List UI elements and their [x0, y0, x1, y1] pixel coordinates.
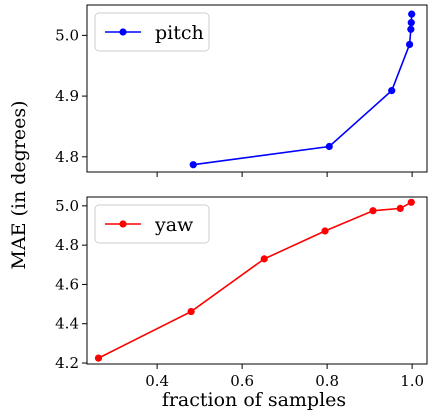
- yaw-legend-marker: [119, 220, 127, 228]
- yaw-data-point: [369, 207, 377, 215]
- yaw-data-point: [260, 255, 268, 263]
- pitch-data-point: [405, 40, 414, 49]
- pitch-legend-label: pitch: [155, 22, 204, 44]
- yaw-x-tick-label: 0.6: [230, 372, 254, 390]
- yaw-data-point: [187, 307, 195, 316]
- pitch-panel: 4.8 4.9 5.0 pitch: [55, 4, 428, 177]
- pitch-data-point: [407, 25, 415, 33]
- yaw-legend-label: yaw: [154, 214, 194, 236]
- yaw-y-tick-label: 5.0: [55, 197, 79, 215]
- yaw-y-tick-label: 4.6: [55, 275, 79, 293]
- pitch-series-line: [193, 14, 413, 166]
- yaw-axes-frame: [86, 196, 428, 365]
- yaw-x-tick-label: 1.0: [400, 372, 424, 390]
- yaw-data-point: [407, 198, 415, 206]
- pitch-data-point: [388, 87, 396, 95]
- pitch-y-tick-label: 4.8: [55, 148, 79, 166]
- yaw-legend-box: [94, 204, 210, 244]
- yaw-data-point: [396, 204, 404, 212]
- pitch-data-point: [408, 10, 416, 18]
- pitch-legend-marker: [119, 28, 127, 36]
- pitch-data-point: [189, 161, 197, 169]
- pitch-data-point: [407, 19, 415, 27]
- pitch-axes-frame: [86, 4, 428, 173]
- y-axis-label: MAE (in degrees): [8, 100, 30, 269]
- yaw-x-tick-label: 0.8: [315, 372, 339, 390]
- yaw-y-tick-label: 4.4: [55, 315, 79, 333]
- x-axis-label: fraction of samples: [162, 389, 346, 411]
- yaw-panel: 4.2 4.4 4.6 4.8 5.0 0.4 0.6 0.8 1.0 yaw: [55, 196, 428, 390]
- pitch-y-tick-label: 5.0: [55, 26, 79, 44]
- pitch-data-point: [325, 142, 333, 151]
- yaw-y-tick-label: 4.2: [55, 354, 79, 372]
- yaw-y-tick-label: 4.8: [55, 236, 79, 254]
- yaw-data-point: [94, 354, 103, 362]
- pitch-y-tick-label: 4.9: [55, 87, 79, 105]
- pitch-legend-box: [94, 12, 210, 52]
- yaw-x-tick-label: 0.4: [145, 372, 169, 390]
- yaw-data-point: [321, 227, 329, 235]
